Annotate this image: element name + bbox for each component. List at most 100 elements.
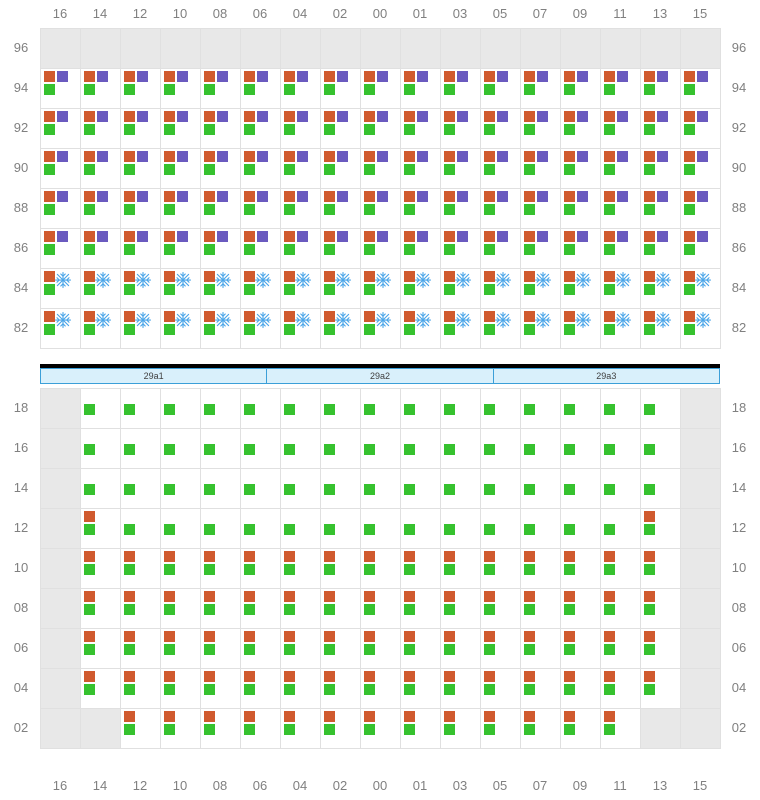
cell-rack[interactable] [361,69,401,109]
cell-rack[interactable] [361,189,401,229]
cell-rack[interactable] [641,629,681,669]
cell-rack[interactable] [241,269,281,309]
cell-rack[interactable] [481,269,521,309]
cell-rack[interactable] [201,669,241,709]
cell-rack[interactable] [201,589,241,629]
cell-rack[interactable] [121,189,161,229]
cell-rack[interactable] [321,269,361,309]
cell-rack[interactable] [161,669,201,709]
cell-rack[interactable] [161,229,201,269]
cell-rack[interactable] [241,229,281,269]
cell-rack[interactable] [641,109,681,149]
cell-rack[interactable] [601,629,641,669]
cell-rack[interactable] [441,469,481,509]
cell-rack[interactable] [281,469,321,509]
cell-rack[interactable] [81,69,121,109]
cell-rack[interactable] [401,269,441,309]
cell-rack[interactable] [121,509,161,549]
cell-rack[interactable] [281,189,321,229]
cell-rack[interactable] [321,589,361,629]
cell-rack[interactable] [201,269,241,309]
cell-rack[interactable] [601,589,641,629]
cell-rack[interactable] [281,389,321,429]
cell-rack[interactable] [281,629,321,669]
cell-rack[interactable] [361,469,401,509]
cell-rack[interactable] [41,109,81,149]
cell-rack[interactable] [201,389,241,429]
cell-rack[interactable] [561,229,601,269]
cell-rack[interactable] [241,669,281,709]
cell-rack[interactable] [481,429,521,469]
cell-rack[interactable] [401,669,441,709]
cell-rack[interactable] [601,429,641,469]
cell-rack[interactable] [201,469,241,509]
cell-rack[interactable] [241,309,281,349]
cell-rack[interactable] [401,469,441,509]
cell-rack[interactable] [361,149,401,189]
cell-rack[interactable] [361,269,401,309]
cell-rack[interactable] [41,69,81,109]
cell-rack[interactable] [321,429,361,469]
cell-rack[interactable] [641,309,681,349]
cell-rack[interactable] [641,149,681,189]
cell-rack[interactable] [561,109,601,149]
cell-rack[interactable] [81,549,121,589]
cell-rack[interactable] [361,509,401,549]
cell-rack[interactable] [281,509,321,549]
cell-rack[interactable] [241,589,281,629]
cell-rack[interactable] [401,509,441,549]
cell-rack[interactable] [521,149,561,189]
cell-rack[interactable] [561,69,601,109]
cell-rack[interactable] [161,69,201,109]
cell-rack[interactable] [161,709,201,749]
cell-rack[interactable] [521,229,561,269]
cell-rack[interactable] [561,629,601,669]
cell-rack[interactable] [441,509,481,549]
cell-rack[interactable] [521,669,561,709]
cell-rack[interactable] [481,69,521,109]
cell-rack[interactable] [481,189,521,229]
cell-rack[interactable] [121,229,161,269]
cell-rack[interactable] [641,549,681,589]
cell-rack[interactable] [401,549,441,589]
cell-rack[interactable] [521,309,561,349]
cell-rack[interactable] [121,589,161,629]
cell-rack[interactable] [41,149,81,189]
cell-rack[interactable] [441,389,481,429]
cell-rack[interactable] [481,229,521,269]
cell-rack[interactable] [81,109,121,149]
cell-rack[interactable] [441,149,481,189]
cell-rack[interactable] [441,709,481,749]
cell-rack[interactable] [281,69,321,109]
cell-rack[interactable] [441,429,481,469]
cell-rack[interactable] [361,109,401,149]
cell-rack[interactable] [361,429,401,469]
cell-rack[interactable] [401,229,441,269]
cell-rack[interactable] [601,509,641,549]
cell-rack[interactable] [161,269,201,309]
cell-rack[interactable] [481,109,521,149]
cell-rack[interactable] [441,629,481,669]
cell-rack[interactable] [241,189,281,229]
cell-rack[interactable] [601,109,641,149]
cell-rack[interactable] [201,629,241,669]
cell-rack[interactable] [521,709,561,749]
cell-rack[interactable] [121,269,161,309]
cell-rack[interactable] [81,189,121,229]
cell-rack[interactable] [521,589,561,629]
cell-rack[interactable] [641,429,681,469]
cell-rack[interactable] [201,429,241,469]
cell-rack[interactable] [641,69,681,109]
cell-rack[interactable] [121,629,161,669]
cell-rack[interactable] [521,429,561,469]
cell-rack[interactable] [81,589,121,629]
cell-rack[interactable] [241,469,281,509]
cell-rack[interactable] [601,69,641,109]
cell-rack[interactable] [281,149,321,189]
cell-rack[interactable] [241,709,281,749]
cell-rack[interactable] [281,709,321,749]
cell-rack[interactable] [161,189,201,229]
cell-rack[interactable] [561,469,601,509]
cell-rack[interactable] [321,389,361,429]
cell-rack[interactable] [201,709,241,749]
